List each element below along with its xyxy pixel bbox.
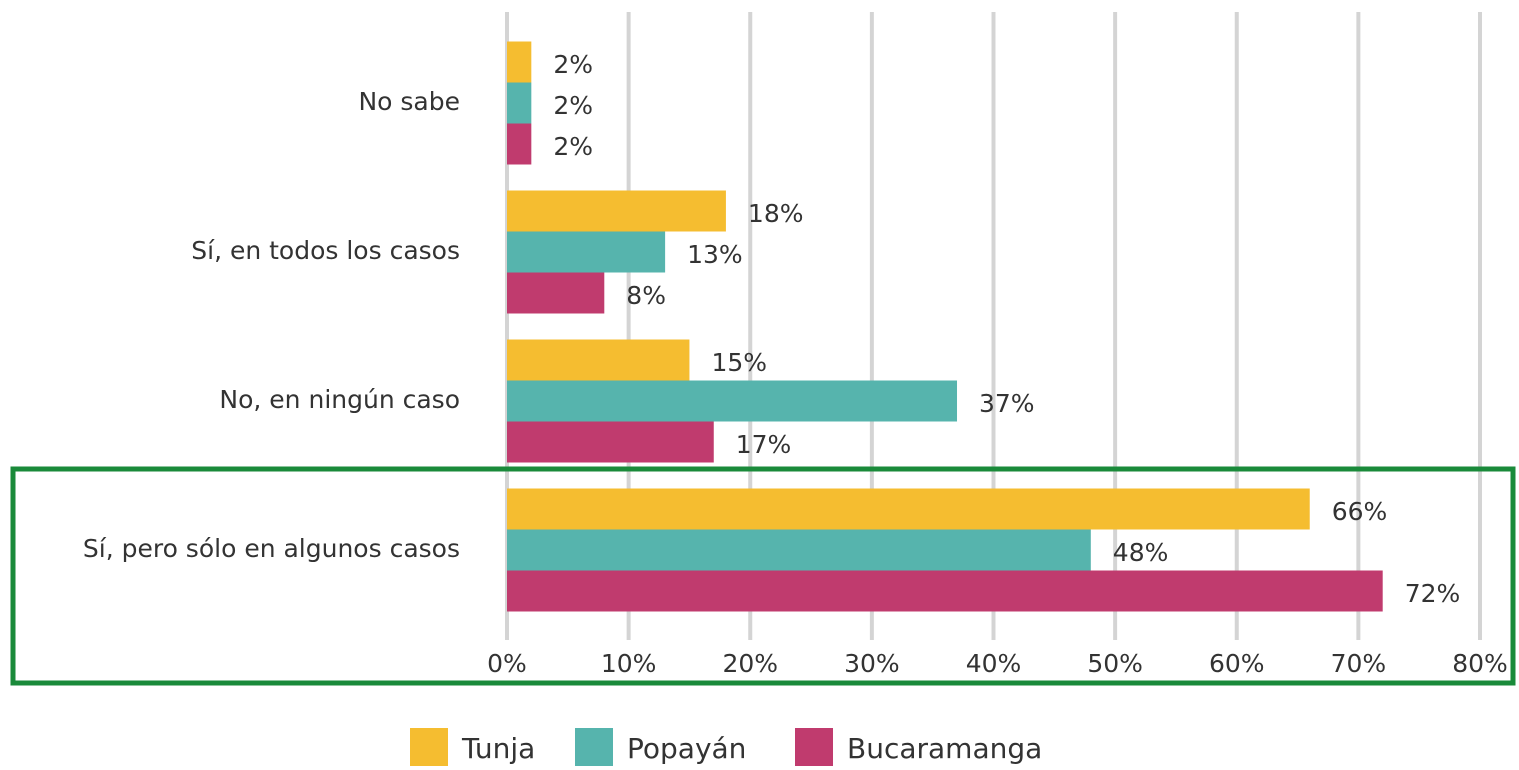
legend-label: Bucaramanga [847,732,1042,765]
category-label: No, en ningún caso [219,385,460,414]
bar [507,82,532,124]
value-label: 17% [736,430,792,459]
value-label: 72% [1405,579,1461,608]
x-tick-label: 50% [1087,649,1143,678]
grid [505,12,1482,640]
value-label: 2% [553,50,593,79]
bar [507,339,690,381]
highlight-box [10,466,1516,686]
legend-swatch [575,728,613,766]
category-label: Sí, en todos los casos [191,236,460,265]
category-label: Sí, pero sólo en algunos casos [83,534,460,563]
bar [507,380,958,422]
value-label: 37% [979,389,1035,418]
bar [507,529,1091,571]
bar [507,570,1383,612]
legend-label: Popayán [627,732,746,765]
value-label: 2% [553,132,593,161]
x-tick-label: 0% [487,649,527,678]
bar [507,231,666,273]
x-tick-label: 80% [1452,649,1508,678]
category-label: No sabe [358,87,460,116]
bar [507,123,532,165]
value-label: 48% [1113,538,1169,567]
value-label: 13% [687,240,743,269]
x-tick-label: 20% [722,649,778,678]
bar [507,41,532,83]
bar [507,488,1310,530]
bar [507,190,726,232]
value-label: 8% [626,281,666,310]
legend-swatch [410,728,448,766]
x-tick-label: 70% [1331,649,1387,678]
bar [507,272,605,314]
legend-label: Tunja [461,732,535,765]
x-tick-label: 40% [966,649,1022,678]
x-tick-label: 60% [1209,649,1265,678]
value-label: 66% [1332,497,1388,526]
x-tick-label: 10% [601,649,657,678]
bar [507,421,714,463]
legend-swatch [795,728,833,766]
bars [507,41,1383,612]
value-label: 18% [748,199,804,228]
value-label: 2% [553,91,593,120]
value-label: 15% [711,348,767,377]
x-tick-label: 30% [844,649,900,678]
